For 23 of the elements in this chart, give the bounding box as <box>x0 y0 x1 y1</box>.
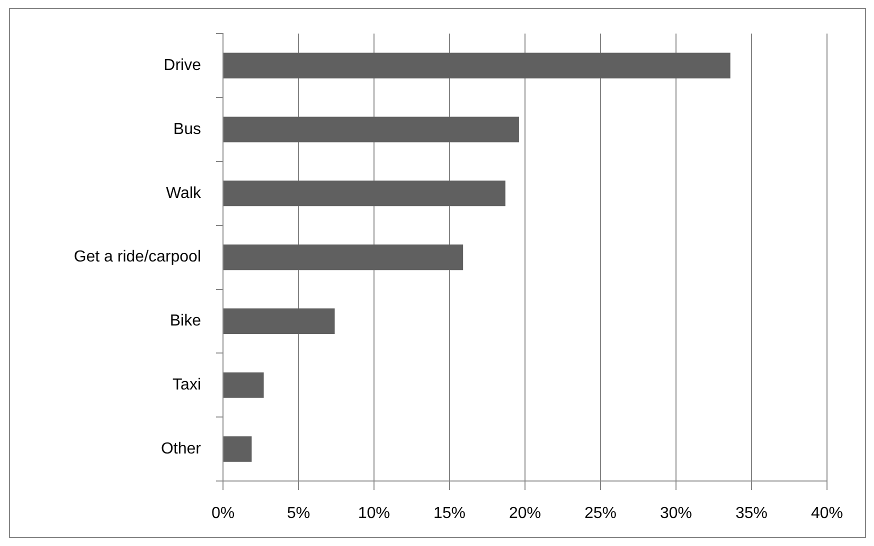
y-tick-label: Bus <box>173 120 201 138</box>
bar <box>224 308 335 334</box>
x-tick-label: 15% <box>433 505 466 522</box>
y-tick-label: Drive <box>164 56 202 74</box>
y-tick-label: Bike <box>170 312 202 330</box>
bar <box>224 244 464 270</box>
bar <box>224 52 730 78</box>
y-tick-label: Taxi <box>172 376 201 394</box>
x-tick-label: 20% <box>508 505 542 522</box>
y-tick-label: Walk <box>166 184 202 202</box>
x-tick-label: 0% <box>211 505 235 522</box>
x-tick-label: 5% <box>286 505 310 522</box>
x-tick-label: 40% <box>810 505 844 522</box>
bar <box>224 372 264 398</box>
bar <box>224 116 519 142</box>
bar <box>224 436 252 462</box>
x-tick-label: 35% <box>735 505 768 522</box>
y-tick-label: Other <box>160 440 202 458</box>
x-tick-label: 30% <box>660 505 692 522</box>
x-tick-label: 10% <box>358 505 390 522</box>
bar <box>224 180 506 206</box>
y-tick-label: Get a ride/carpool <box>74 248 201 266</box>
x-tick-label: 25% <box>584 505 617 522</box>
